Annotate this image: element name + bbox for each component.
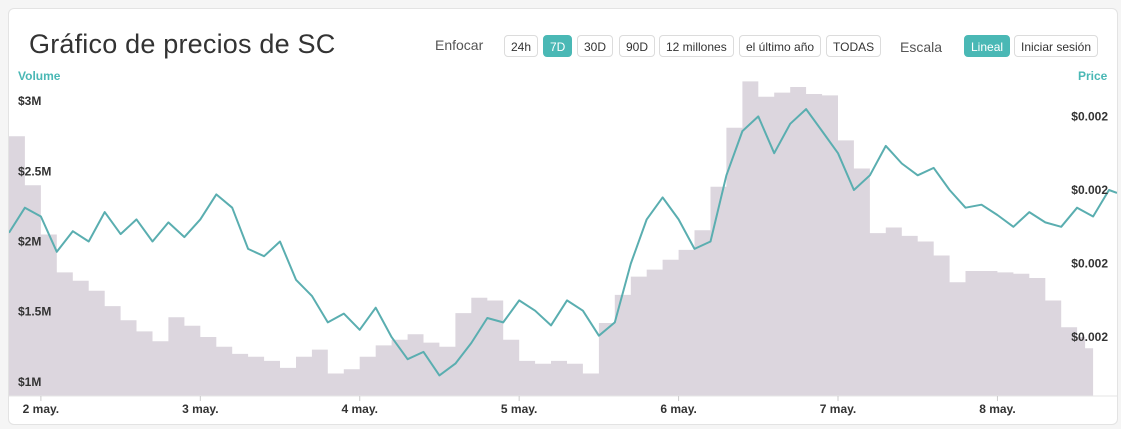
chart-title: Gráfico de precios de SC — [29, 29, 336, 59]
price-axis-ticks: $0.002 $0.002 $0.002 $0.002 — [1071, 109, 1108, 344]
zoom-button-90d[interactable]: 90D — [619, 35, 656, 57]
date-axis-ticks: 2 may. 3 may. 4 may. 5 may. 6 may. 7 may. 8 ma… — [23, 396, 1016, 416]
zoom-button-30d[interactable]: 30D — [577, 35, 614, 57]
volume-series — [9, 81, 1094, 397]
date-tick-label: 3 may. — [182, 402, 218, 416]
price-series — [9, 108, 1117, 377]
volume-tick-label: $3M — [18, 94, 41, 108]
date-tick-label: 4 may. — [341, 402, 377, 416]
scale-button-log[interactable]: Iniciar sesión — [1014, 35, 1099, 57]
price-tick-label: $0.002 — [1071, 257, 1108, 271]
price-axis-title: Price — [1078, 69, 1108, 83]
volume-tick-label: $1.5M — [18, 305, 51, 319]
price-tick-label: $0.002 — [1071, 109, 1108, 123]
price-tick-label: $0.002 — [1071, 183, 1108, 197]
zoom-button-all[interactable]: TODAS — [826, 35, 882, 57]
zoom-button-7d[interactable]: 7D — [543, 35, 573, 57]
zoom-button-12m[interactable]: 12 millones — [659, 35, 734, 57]
volume-tick-label: $2M — [18, 235, 41, 249]
volume-tick-label: $1M — [18, 375, 41, 389]
chart-card: Gráfico de precios de SC Enfocar 24h 7D … — [8, 8, 1118, 425]
zoom-label: Enfocar — [435, 37, 484, 53]
date-tick-label: 7 may. — [820, 402, 856, 416]
price-volume-chart: $1M$1.5M$2M$2.5M$3M $0.002$0.002$0.002$0… — [9, 81, 1117, 416]
scale-label: Escala — [900, 39, 943, 55]
volume-axis-title: Volume — [18, 69, 61, 83]
price-tick-label: $0.002 — [1071, 330, 1108, 344]
volume-area — [9, 81, 1094, 397]
date-tick-label: 5 may. — [501, 402, 537, 416]
date-tick-label: 2 may. — [23, 402, 59, 416]
zoom-button-24h[interactable]: 24h — [504, 35, 539, 57]
volume-tick-label: $2.5M — [18, 164, 51, 178]
scale-button-linear[interactable]: Lineal — [964, 35, 1011, 57]
price-line — [9, 108, 1117, 377]
zoom-button-last-year[interactable]: el último año — [739, 35, 822, 57]
volume-axis-ticks: $1M $1.5M $2M $2.5M $3M — [18, 94, 51, 389]
date-tick-label: 8 may. — [979, 402, 1015, 416]
date-tick-label: 6 may. — [660, 402, 696, 416]
